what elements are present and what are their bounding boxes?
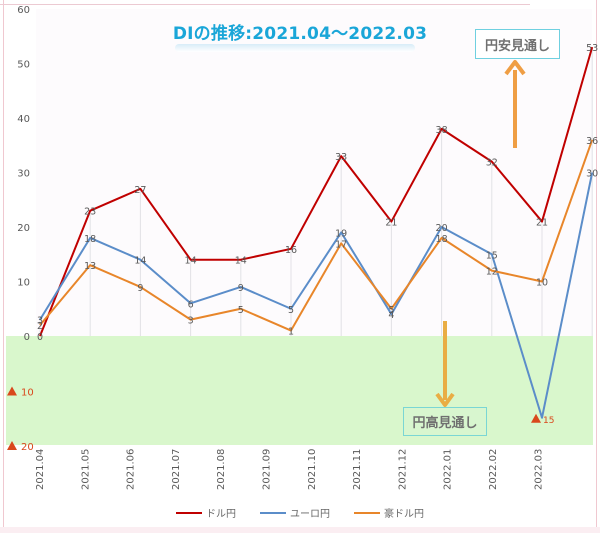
data-label: 12 (486, 267, 498, 278)
data-label: 3 (188, 316, 194, 327)
y-tick-label: 10 (21, 388, 34, 399)
data-label: 5 (288, 305, 294, 316)
data-label: 6 (188, 299, 194, 310)
legend-swatch-eurjpy (260, 511, 286, 514)
y-tick-label: 0 (24, 332, 30, 343)
plot-area-negative (6, 336, 593, 445)
data-label: 21 (536, 218, 548, 229)
data-label: 53 (586, 43, 598, 54)
sheet-gridline-top (0, 4, 530, 5)
y-tick-label: 40 (17, 114, 30, 125)
x-tick-label: 2021.09 (262, 449, 273, 490)
x-tick-label: 2021.10 (307, 449, 318, 490)
x-tick-label: 2021.08 (216, 449, 227, 490)
down-arrow-icon (435, 392, 455, 407)
y-tick-label: 10 (17, 278, 30, 289)
x-tick-label: 2021.12 (397, 449, 408, 490)
x-tick-label: 2021.04 (35, 449, 46, 490)
data-label: 27 (134, 185, 146, 196)
legend-item-usdjpy: ドル円 (176, 505, 236, 520)
series-line (39, 46, 594, 337)
data-label: 10 (536, 278, 548, 289)
legend-item-audjpy: 豪ドル円 (354, 505, 424, 520)
x-tick-label: 2022.01 (443, 449, 454, 490)
yen-weak-callout: 円安見通し (475, 29, 560, 59)
y-tick-label: 50 (17, 60, 30, 71)
data-label: 36 (586, 136, 598, 147)
negative-triangle-icon (7, 441, 17, 450)
x-tick-label: 2022.03 (533, 449, 544, 490)
y-tick-label: 60 (17, 5, 30, 16)
sheet-gridline-right (596, 0, 597, 533)
legend-swatch-usdjpy (176, 511, 202, 514)
data-label: 18 (436, 234, 448, 245)
data-label: 15 (486, 250, 498, 261)
data-label: 19 (335, 228, 347, 239)
data-label: 18 (84, 234, 96, 245)
data-label: 16 (285, 245, 297, 256)
data-label: 5 (238, 305, 244, 316)
legend-label: ドル円 (206, 509, 236, 520)
data-label: 17 (335, 239, 347, 250)
y-tick-label: 20 (17, 223, 30, 234)
legend-label: 豪ドル円 (384, 509, 424, 520)
data-label: 15 (543, 416, 554, 426)
data-label: 14 (235, 256, 247, 267)
data-label: 9 (137, 283, 143, 294)
data-label: 0 (37, 332, 43, 343)
x-tick-label: 2021.06 (126, 449, 137, 490)
legend-swatch-audjpy (354, 511, 380, 514)
series-line (39, 172, 594, 419)
legend-item-eurjpy: ユーロ円 (260, 505, 330, 520)
data-label: 32 (486, 158, 498, 169)
data-label: 3 (37, 316, 43, 327)
x-tick-label: 2021.05 (80, 449, 91, 490)
data-label: 13 (84, 261, 96, 272)
data-label: 14 (134, 256, 146, 267)
x-tick-label: 2021.11 (352, 449, 363, 490)
x-tick-label: 2022.02 (488, 449, 499, 490)
x-tick-label: 2021.07 (171, 449, 182, 490)
data-label: 33 (335, 152, 347, 163)
yen-strong-label: 円高見通し (412, 416, 478, 431)
data-label: 1 (288, 327, 294, 338)
yen-weak-label: 円安見通し (484, 38, 550, 54)
data-label: 21 (385, 218, 397, 229)
data-label: 4 (388, 310, 394, 321)
yen-strong-callout: 円高見通し (403, 407, 487, 436)
sheet-gridline-bottom (0, 527, 600, 533)
sheet-gridline-left (3, 0, 4, 533)
data-label: 5 (388, 305, 394, 316)
negative-triangle-icon (7, 386, 17, 396)
y-tick-label: 20 (21, 442, 34, 453)
y-tick-label: 30 (17, 169, 30, 180)
series-line (39, 139, 594, 332)
data-label: 20 (436, 223, 448, 234)
negative-triangle-icon (531, 413, 541, 423)
data-label: 2 (37, 321, 43, 332)
data-label: 9 (238, 283, 244, 294)
chart-title: DIの推移:2021.04〜2022.03 (172, 24, 428, 44)
chart-legend: ドル円 ユーロ円 豪ドル円 (0, 505, 600, 520)
up-arrow-icon (504, 60, 526, 76)
legend-label: ユーロ円 (290, 509, 330, 520)
data-label: 14 (185, 256, 197, 267)
data-label: 38 (436, 125, 448, 136)
data-label: 23 (84, 207, 96, 218)
title-underline (175, 44, 415, 52)
data-label: 30 (586, 169, 598, 180)
